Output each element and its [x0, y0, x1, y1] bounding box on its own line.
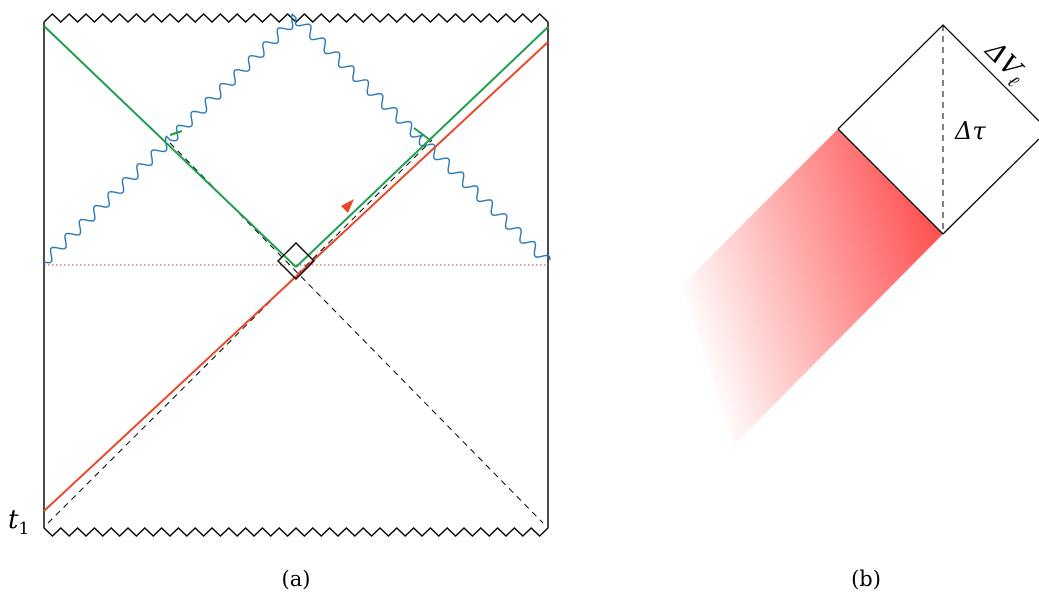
diamond-lower-left-edge [837, 128, 944, 235]
panel-a: t1 (a) [8, 13, 551, 591]
green-segment-left-bump [169, 130, 183, 136]
t1-label: t1 [8, 505, 29, 539]
caption-a: (a) [282, 567, 311, 591]
panel-b: Δτ ΔVℓ (b) [682, 24, 1039, 591]
infalling-red-ray [43, 41, 549, 512]
delta-v-label: ΔVℓ [976, 35, 1033, 92]
green-segment-right-bump [413, 127, 431, 141]
intersection-diamond [277, 242, 315, 280]
caption-b: (b) [851, 567, 881, 591]
diamond-lower-right-edge [942, 138, 1039, 235]
wavy-singularity-curve [43, 13, 551, 264]
shaded-region [682, 129, 943, 445]
bottom-singularity-zigzag [43, 527, 549, 537]
delta-tau-label: Δτ [954, 117, 986, 145]
red-ray-arrowhead [341, 199, 354, 213]
horizon-dashed-right-to-left [47, 139, 433, 524]
green-null-ray-right [295, 26, 549, 268]
green-null-ray-left [43, 25, 297, 268]
